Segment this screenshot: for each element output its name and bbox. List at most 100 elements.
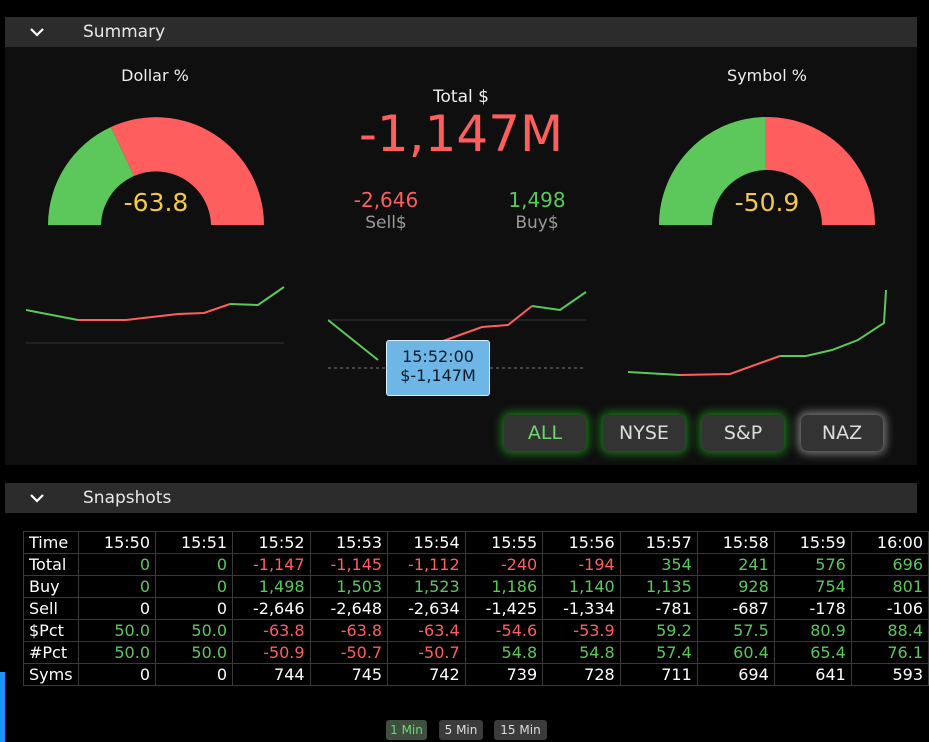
table-cell: 0 bbox=[154, 663, 234, 686]
table-cell: 1,523 bbox=[387, 575, 466, 598]
row-label: Buy bbox=[23, 575, 79, 598]
table-cell: 711 bbox=[619, 663, 698, 686]
table-cell: -1,145 bbox=[309, 553, 389, 576]
table-cell: 65.4 bbox=[773, 641, 852, 664]
table-header-row: Time 15:50 15:51 15:52 15:53 15:54 15:55 15:56 1… bbox=[23, 531, 929, 554]
table-cell: 0 bbox=[77, 575, 157, 598]
table-cell: 593 bbox=[850, 663, 929, 686]
table-cell: -687 bbox=[696, 597, 775, 620]
table-cell: 728 bbox=[542, 663, 621, 686]
dollar-pct-value: -63.8 bbox=[123, 188, 189, 217]
filter-all-button[interactable]: ALL bbox=[504, 415, 586, 451]
table-cell: 54.8 bbox=[464, 641, 544, 664]
table-cell: 0 bbox=[77, 553, 157, 576]
table-cell: 928 bbox=[696, 575, 775, 598]
symbol-sparkline bbox=[628, 289, 887, 376]
table-row: Syms 0 0 744 745 742 739 728 711 694 641 593 bbox=[23, 663, 929, 686]
table-cell: -781 bbox=[619, 597, 698, 620]
table-cell: 1,186 bbox=[464, 575, 544, 598]
table-cell: -63.8 bbox=[309, 619, 389, 642]
buy-label: Buy$ bbox=[515, 213, 559, 233]
table-cell: 0 bbox=[77, 663, 157, 686]
table-cell: -54.6 bbox=[464, 619, 544, 642]
snapshots-header[interactable]: Snapshots bbox=[5, 483, 917, 513]
symbol-gauge bbox=[659, 117, 875, 225]
header-time: 16:00 bbox=[850, 531, 929, 554]
interval-5min-tab[interactable]: 5 Min bbox=[439, 720, 483, 740]
header-time: 15:51 bbox=[154, 531, 234, 554]
header-time: 15:50 bbox=[77, 531, 157, 554]
table-cell: -1,334 bbox=[542, 597, 621, 620]
table-cell: 745 bbox=[309, 663, 389, 686]
buy-value: 1,498 bbox=[508, 188, 566, 212]
table-cell: 0 bbox=[77, 597, 157, 620]
table-cell: -2,646 bbox=[232, 597, 311, 620]
table-cell: -50.7 bbox=[387, 641, 466, 664]
table-cell: -63.4 bbox=[387, 619, 466, 642]
table-cell: 59.2 bbox=[619, 619, 698, 642]
dollar-gauge-green bbox=[48, 127, 134, 225]
dollar-gauge bbox=[48, 117, 264, 225]
sell-value: -2,646 bbox=[353, 188, 419, 212]
table-cell: 744 bbox=[232, 663, 311, 686]
table-cell: -2,648 bbox=[309, 597, 389, 620]
table-cell: 754 bbox=[773, 575, 852, 598]
symbol-gauge-green bbox=[659, 117, 765, 225]
chevron-down-icon[interactable] bbox=[27, 22, 47, 42]
table-cell: 694 bbox=[696, 663, 775, 686]
dollar-gauge-red bbox=[111, 117, 264, 225]
header-time: 15:52 bbox=[232, 531, 311, 554]
summary-header[interactable]: Summary bbox=[5, 17, 917, 47]
row-label: Total bbox=[23, 553, 79, 576]
table-cell: 354 bbox=[619, 553, 698, 576]
table-cell: 57.4 bbox=[619, 641, 698, 664]
header-time: 15:59 bbox=[773, 531, 852, 554]
table-cell: 641 bbox=[773, 663, 852, 686]
table-cell: 0 bbox=[154, 575, 234, 598]
snapshots-table: Time 15:50 15:51 15:52 15:53 15:54 15:55 15:56 1… bbox=[23, 531, 929, 686]
table-cell: 50.0 bbox=[154, 619, 234, 642]
table-row: Sell 0 0 -2,646 -2,648 -2,634 -1,425 -1,334 -781… bbox=[23, 597, 929, 620]
total-value: -1,147M bbox=[358, 105, 564, 163]
table-cell: -50.9 bbox=[232, 641, 311, 664]
table-cell: -240 bbox=[464, 553, 544, 576]
table-cell: 50.0 bbox=[154, 641, 234, 664]
side-tab[interactable] bbox=[0, 672, 5, 742]
dollar-pct-label: Dollar % bbox=[121, 66, 189, 85]
filter-sp-button[interactable]: S&P bbox=[702, 415, 784, 451]
table-cell: 0 bbox=[154, 553, 234, 576]
interval-1min-tab[interactable]: 1 Min bbox=[386, 720, 427, 740]
table-cell: -2,634 bbox=[387, 597, 466, 620]
table-cell: 1,140 bbox=[542, 575, 621, 598]
chevron-down-icon[interactable] bbox=[27, 488, 47, 508]
table-cell: 801 bbox=[850, 575, 929, 598]
header-time: 15:55 bbox=[464, 531, 544, 554]
interval-15min-tab[interactable]: 15 Min bbox=[494, 720, 547, 740]
symbol-pct-value: -50.9 bbox=[734, 188, 800, 217]
filter-nyse-button[interactable]: NYSE bbox=[603, 415, 685, 451]
tooltip-time: 15:52:00 bbox=[402, 347, 474, 366]
table-cell: 576 bbox=[773, 553, 852, 576]
table-cell: 88.4 bbox=[850, 619, 929, 642]
table-cell: 54.8 bbox=[542, 641, 621, 664]
table-row: Total 0 0 -1,147 -1,145 -1,112 -240 -194 354 241 5… bbox=[23, 553, 929, 576]
filter-naz-button[interactable]: NAZ bbox=[801, 415, 883, 451]
table-cell: -1,425 bbox=[464, 597, 544, 620]
row-label: Syms bbox=[23, 663, 79, 686]
table-cell: -1,112 bbox=[387, 553, 466, 576]
table-cell: 76.1 bbox=[850, 641, 929, 664]
table-cell: -63.8 bbox=[232, 619, 311, 642]
table-cell: 0 bbox=[154, 597, 234, 620]
table-row: $Pct 50.0 50.0 -63.8 -63.8 -63.4 -54.6 -53.9 59.… bbox=[23, 619, 929, 642]
table-cell: -106 bbox=[850, 597, 929, 620]
table-cell: -50.7 bbox=[309, 641, 389, 664]
table-cell: 80.9 bbox=[773, 619, 852, 642]
table-cell: 60.4 bbox=[696, 641, 775, 664]
header-time: 15:58 bbox=[696, 531, 775, 554]
symbol-gauge-red bbox=[765, 117, 875, 225]
header-time: 15:57 bbox=[619, 531, 698, 554]
table-cell: 1,498 bbox=[232, 575, 311, 598]
chart-tooltip: 15:52:00 $-1,147M bbox=[386, 340, 490, 396]
table-cell: -1,147 bbox=[232, 553, 311, 576]
snapshots-title: Snapshots bbox=[83, 488, 172, 508]
